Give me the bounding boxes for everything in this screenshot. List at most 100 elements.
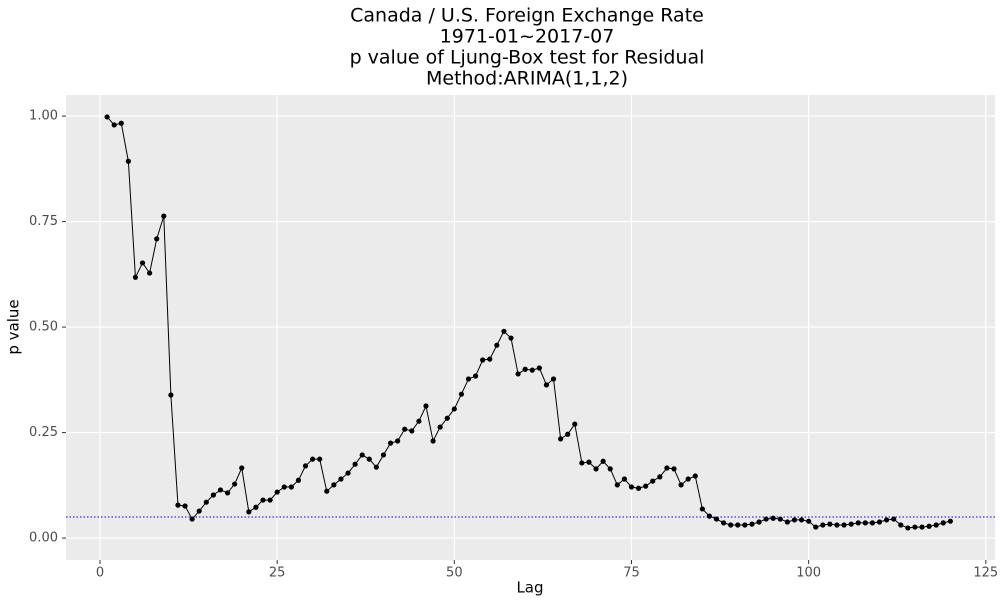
data-point bbox=[366, 456, 372, 462]
y-tick-label: 0.00 bbox=[29, 531, 58, 546]
data-point bbox=[777, 516, 783, 522]
data-point bbox=[359, 452, 365, 458]
data-point bbox=[841, 522, 847, 528]
data-point bbox=[926, 523, 932, 529]
data-point bbox=[798, 517, 805, 523]
data-point bbox=[458, 391, 465, 397]
data-point bbox=[373, 464, 379, 470]
data-point bbox=[898, 522, 904, 528]
data-point bbox=[558, 436, 564, 442]
y-axis-title: p value bbox=[5, 299, 23, 354]
data-point bbox=[763, 516, 769, 522]
data-point bbox=[678, 482, 684, 488]
data-point bbox=[352, 461, 358, 467]
data-point bbox=[685, 476, 691, 482]
data-point bbox=[203, 499, 209, 505]
data-point bbox=[104, 114, 110, 120]
data-point bbox=[189, 516, 195, 522]
data-point bbox=[125, 158, 131, 164]
data-point bbox=[274, 489, 280, 495]
data-point bbox=[770, 515, 776, 521]
data-point bbox=[820, 522, 826, 528]
x-axis-title: Lag bbox=[516, 579, 543, 597]
data-point bbox=[515, 371, 521, 377]
data-point bbox=[593, 466, 599, 472]
x-tick-label: 25 bbox=[269, 566, 286, 581]
data-point bbox=[940, 520, 946, 526]
data-point bbox=[260, 497, 266, 503]
data-point bbox=[345, 470, 351, 476]
data-point bbox=[465, 376, 472, 382]
data-point bbox=[132, 274, 139, 280]
data-point bbox=[579, 460, 585, 466]
data-point bbox=[749, 521, 755, 527]
data-point bbox=[437, 424, 443, 430]
data-point bbox=[806, 518, 812, 524]
data-point bbox=[912, 524, 918, 530]
data-point bbox=[139, 260, 146, 266]
data-point bbox=[224, 490, 231, 496]
chart-title: 1971-01~2017-07 bbox=[440, 26, 615, 48]
data-point bbox=[543, 382, 550, 388]
data-point bbox=[657, 474, 663, 480]
data-point bbox=[281, 484, 287, 490]
data-point bbox=[572, 421, 578, 427]
x-tick-label: 0 bbox=[96, 566, 104, 581]
data-point bbox=[480, 357, 486, 363]
x-tick-label: 125 bbox=[973, 566, 998, 581]
data-point bbox=[317, 456, 323, 462]
data-point bbox=[876, 519, 883, 525]
data-point bbox=[600, 458, 606, 464]
data-point bbox=[550, 376, 557, 382]
data-point bbox=[713, 516, 720, 522]
data-point bbox=[671, 466, 677, 472]
data-point bbox=[869, 520, 876, 526]
data-point bbox=[196, 508, 202, 514]
data-point bbox=[635, 485, 642, 491]
data-point bbox=[756, 519, 762, 525]
data-point bbox=[409, 428, 415, 434]
data-point bbox=[161, 213, 167, 219]
data-point bbox=[430, 438, 436, 444]
data-point bbox=[331, 482, 337, 488]
data-point bbox=[444, 415, 450, 421]
y-tick-label: 0.25 bbox=[29, 425, 58, 440]
data-point bbox=[154, 236, 160, 242]
data-point bbox=[168, 392, 174, 398]
data-point bbox=[232, 481, 238, 487]
data-point bbox=[451, 406, 457, 412]
data-point bbox=[834, 522, 840, 528]
x-tick-label: 100 bbox=[796, 566, 821, 581]
data-point bbox=[628, 484, 635, 490]
data-point bbox=[614, 482, 620, 488]
data-point bbox=[494, 342, 500, 348]
data-point bbox=[472, 373, 479, 379]
data-point bbox=[111, 122, 117, 128]
data-point bbox=[706, 513, 713, 519]
data-point bbox=[891, 516, 897, 522]
data-point bbox=[529, 367, 535, 373]
data-point bbox=[295, 477, 302, 483]
y-tick-label: 1.00 bbox=[29, 109, 58, 124]
data-point bbox=[607, 466, 613, 472]
data-point bbox=[728, 522, 734, 528]
data-point bbox=[827, 521, 833, 527]
data-point bbox=[239, 465, 245, 471]
data-point bbox=[210, 492, 216, 498]
data-point bbox=[324, 488, 330, 494]
y-tick-label: 0.50 bbox=[29, 320, 58, 335]
data-point bbox=[919, 524, 925, 530]
data-point bbox=[118, 120, 124, 126]
data-point bbox=[288, 484, 294, 490]
data-point bbox=[905, 525, 911, 531]
data-point bbox=[586, 459, 592, 465]
data-point bbox=[735, 522, 741, 528]
data-point bbox=[813, 524, 819, 530]
y-tick-label: 0.75 bbox=[29, 214, 58, 229]
data-point bbox=[423, 403, 429, 409]
data-point bbox=[387, 440, 394, 446]
data-point bbox=[784, 519, 790, 525]
data-point bbox=[416, 418, 422, 424]
data-point bbox=[536, 365, 542, 371]
x-tick-label: 50 bbox=[446, 566, 463, 581]
